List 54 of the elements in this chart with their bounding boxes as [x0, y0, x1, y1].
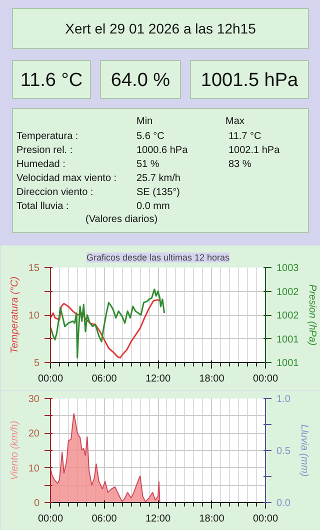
x-tick-label: 18:00 — [199, 514, 225, 524]
text: 1001.5 hPa — [200, 70, 299, 91]
y-tick-label: 5 — [34, 358, 40, 369]
text: 1002.1 hPa — [228, 145, 280, 156]
y2-tick-label: 1001 — [276, 358, 300, 369]
y2-tick-label: 1.0 — [276, 394, 291, 405]
x-tick-label: 12:00 — [145, 374, 171, 384]
text: 25.7 km/h — [136, 173, 180, 184]
y2-axis-title: Lluvia (mm) — [298, 424, 310, 477]
y2-tick-label: 0.5 — [276, 446, 291, 457]
text: Total lluvia : — [16, 201, 69, 212]
text: Max — [226, 116, 244, 127]
text: Temperatura : — [16, 131, 78, 142]
y-tick-label: 15 — [28, 263, 40, 274]
text: 64.0 % — [110, 70, 170, 91]
chart-title: Graficos desde las ultimas 12 horas — [86, 252, 230, 262]
x-tick-label: 00:00 — [38, 374, 64, 384]
x-tick-label: 12:00 — [145, 514, 171, 524]
text: 5.6 °C — [136, 131, 164, 142]
text: 51 % — [136, 159, 160, 170]
text: (Valores diarios) — [86, 214, 158, 225]
text: 0.0 mm — [136, 201, 170, 212]
y2-tick-label: 0.0 — [276, 498, 291, 509]
text: Velocidad max viento : — [16, 173, 117, 184]
y-axis-title: Viento (km/h) — [9, 420, 20, 480]
y-axis-title: Temperatura (°C) — [9, 276, 20, 354]
y-tick-label: 10 — [28, 310, 40, 322]
text: 83 % — [228, 159, 252, 170]
text: 1000.6 hPa — [136, 145, 188, 156]
text: Direccion viento : — [16, 187, 94, 198]
line-series — [50, 288, 166, 358]
x-tick-label: 00:00 — [252, 514, 278, 524]
x-tick-label: 06:00 — [92, 514, 118, 524]
y2-tick-label: 1003 — [276, 263, 300, 274]
text: 11.6 °C — [20, 70, 83, 91]
x-tick-label: 18:00 — [199, 374, 225, 384]
text: SE (135°) — [136, 187, 180, 198]
y-tick-label: 30 — [28, 394, 40, 405]
text: Humedad : — [16, 159, 66, 170]
line-series — [50, 299, 161, 358]
x-tick-label: 06:00 — [92, 374, 118, 384]
text: Xert el 29 01 2026 a las 12h15 — [65, 20, 256, 36]
text: Min — [136, 116, 153, 127]
y-tick-label: 10 — [28, 463, 40, 474]
y2-axis-title: Presion (hPa) — [306, 284, 318, 346]
text: 11.7 °C — [228, 131, 262, 142]
text: Presion rel. : — [16, 145, 73, 156]
x-tick-label: 00:00 — [252, 374, 278, 384]
y2-tick-label: 1002 — [276, 310, 300, 322]
y-tick-label: 20 — [28, 428, 40, 440]
y-tick-label: 0 — [34, 498, 40, 509]
x-tick-label: 00:00 — [38, 514, 64, 524]
y2-tick-label: 1002 — [276, 286, 300, 298]
y2-tick-label: 1001 — [276, 334, 300, 346]
